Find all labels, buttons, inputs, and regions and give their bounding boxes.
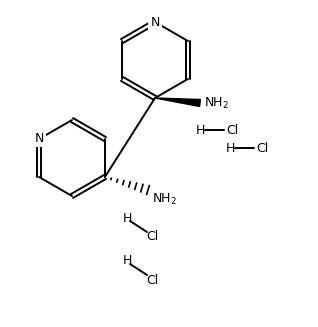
Text: Cl: Cl (146, 231, 158, 244)
Text: Cl: Cl (256, 142, 268, 154)
Text: H: H (122, 254, 132, 267)
Text: Cl: Cl (146, 273, 158, 286)
Text: H: H (195, 124, 205, 136)
Text: N: N (34, 132, 44, 146)
Polygon shape (155, 98, 200, 107)
Text: NH$_2$: NH$_2$ (152, 192, 177, 207)
Text: Cl: Cl (226, 124, 238, 136)
Text: H: H (122, 212, 132, 225)
Text: NH$_2$: NH$_2$ (204, 95, 229, 111)
Text: N: N (150, 15, 160, 28)
Text: H: H (225, 142, 235, 154)
